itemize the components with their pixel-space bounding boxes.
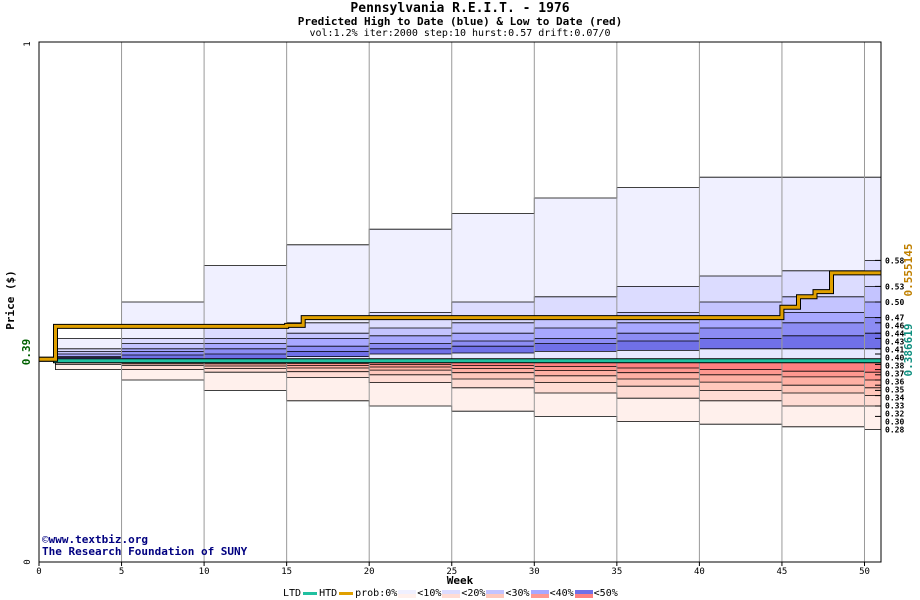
legend-item: <50% bbox=[574, 588, 618, 599]
right-value-0.50: 0.50 bbox=[885, 298, 904, 307]
y-axis-label: Price ($) bbox=[4, 270, 17, 330]
right-value-0.44: 0.44 bbox=[885, 330, 904, 339]
right-value-0.35: 0.35 bbox=[885, 386, 904, 395]
legend-item: <40% bbox=[530, 588, 574, 599]
legend-swatch bbox=[486, 589, 505, 598]
legend-item: <30% bbox=[485, 588, 530, 599]
right-value-0.38: 0.38 bbox=[885, 362, 904, 371]
right-value-0.34: 0.34 bbox=[885, 394, 904, 403]
chart-header: Pennsylvania R.E.I.T. - 1976 Predicted H… bbox=[0, 1, 920, 40]
legend-ltd-label: LTD bbox=[283, 588, 302, 599]
legend-htd-swatch bbox=[339, 592, 354, 595]
x-tick-label-50: 50 bbox=[859, 567, 870, 577]
y-tick-label-top: 1 bbox=[23, 41, 33, 46]
x-tick-label-35: 35 bbox=[611, 567, 622, 577]
legend-prob-label: prob:0% bbox=[355, 588, 398, 599]
legend-swatch bbox=[574, 589, 593, 598]
legend-htd-label: HTD bbox=[319, 588, 338, 599]
chart-subtitle: Predicted High to Date (blue) & Low to D… bbox=[297, 15, 623, 28]
x-axis-label: Week bbox=[447, 574, 474, 587]
ltd-value-label: 0.386619 bbox=[902, 324, 915, 377]
credit-block: ©www.textbiz.org The Research Foundation… bbox=[42, 534, 247, 558]
x-tick-label-10: 10 bbox=[199, 567, 210, 577]
credit-site: www.textbiz.org bbox=[48, 533, 148, 546]
x-tick-label-0: 0 bbox=[36, 567, 41, 577]
right-value-labels: 0.58 0.53 0.50 0.470.460.440.430.410.400.38… bbox=[875, 256, 904, 435]
legend-swatch bbox=[398, 589, 417, 598]
start-price-label: 0.39 bbox=[20, 339, 33, 366]
x-tick-label-5: 5 bbox=[119, 567, 124, 577]
right-value-0.46: 0.46 bbox=[885, 322, 904, 331]
right-value-0.28: 0.28 bbox=[885, 426, 904, 435]
right-value-0.36: 0.36 bbox=[885, 378, 904, 387]
right-value-0.37: 0.37 bbox=[885, 370, 904, 379]
chart-parameters: vol:1.2% iter:2000 step:10 hurst:0.57 dr… bbox=[309, 28, 611, 39]
htd-series-line bbox=[39, 271, 881, 361]
legend-swatch bbox=[530, 589, 549, 598]
right-value-0.41: 0.41 bbox=[885, 346, 904, 355]
legend: LTD HTD prob:0% <10% <20% <30% <40% <50% bbox=[283, 588, 618, 599]
copyright-symbol: © bbox=[42, 533, 49, 546]
right-value-0.58: 0.58 bbox=[885, 256, 904, 265]
legend-item-label: <50% bbox=[593, 588, 618, 599]
price-series bbox=[39, 270, 881, 364]
x-tick-label-30: 30 bbox=[529, 567, 540, 577]
legend-item-label: <10% bbox=[417, 588, 442, 599]
grid-lines bbox=[121, 42, 865, 562]
legend-items: <10% <20% <30% <40% <50% bbox=[397, 588, 618, 599]
x-tick-label-25: 25 bbox=[446, 567, 457, 577]
right-value-0.47: 0.47 bbox=[885, 314, 904, 323]
chart-title: Pennsylvania R.E.I.T. - 1976 bbox=[350, 1, 570, 16]
right-value-0.40: 0.40 bbox=[885, 354, 904, 363]
legend-item: <20% bbox=[441, 588, 485, 599]
probability-bands bbox=[39, 176, 881, 430]
x-tick-label-45: 45 bbox=[777, 567, 788, 577]
legend-item-label: <20% bbox=[461, 588, 486, 599]
legend-item-label: <40% bbox=[549, 588, 574, 599]
y-tick-label-bottom: 0 bbox=[23, 559, 33, 564]
credit-org: The Research Foundation of SUNY bbox=[42, 545, 248, 558]
right-value-0.53: 0.53 bbox=[885, 282, 904, 291]
x-tick-label-15: 15 bbox=[281, 567, 292, 577]
upper-band-floor bbox=[39, 348, 881, 360]
right-value-0.30: 0.30 bbox=[885, 418, 904, 427]
right-value-0.43: 0.43 bbox=[885, 338, 904, 347]
legend-item-label: <30% bbox=[505, 588, 530, 599]
legend-ltd-swatch bbox=[303, 592, 318, 595]
ltd-series-line bbox=[39, 357, 881, 363]
legend-swatch bbox=[442, 589, 461, 598]
legend-item: <10% bbox=[397, 588, 441, 599]
x-tick-label-20: 20 bbox=[364, 567, 375, 577]
right-value-0.33: 0.33 bbox=[885, 402, 904, 411]
right-value-0.32: 0.32 bbox=[885, 410, 904, 419]
htd-value-label: 0.555145 bbox=[902, 244, 915, 297]
x-tick-label-40: 40 bbox=[694, 567, 705, 577]
